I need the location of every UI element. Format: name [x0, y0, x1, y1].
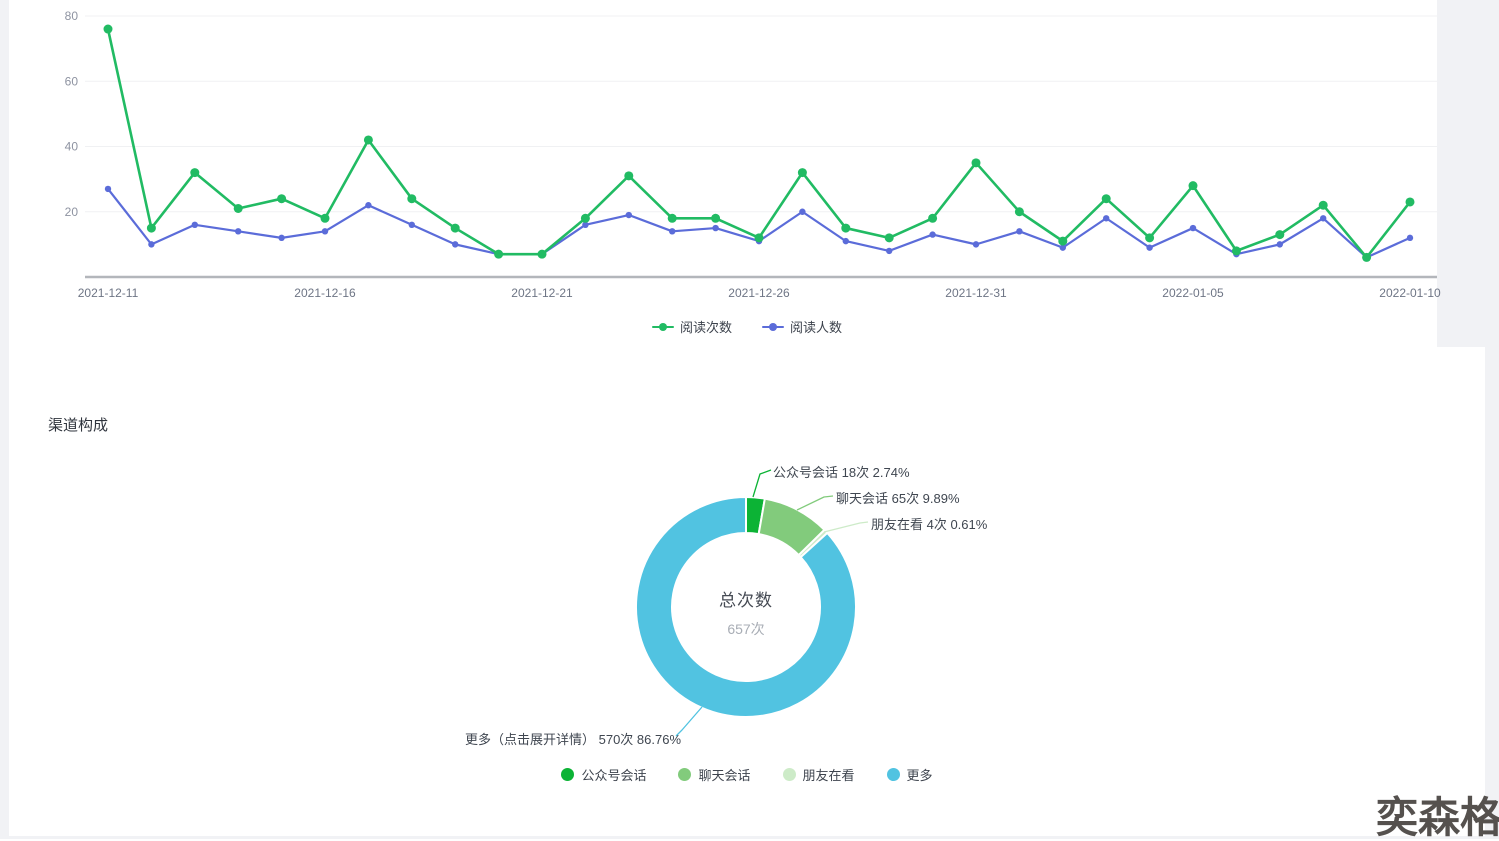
line-chart-legend: 阅读次数 阅读人数	[9, 317, 1485, 336]
donut-callout-official-account: 公众号会话 18次 2.74%	[773, 465, 910, 480]
legend-label: 公众号会话	[581, 768, 647, 783]
chat-dot-icon	[678, 768, 692, 781]
official-account-dot-icon	[561, 768, 575, 781]
svg-text:2021-12-11: 2021-12-11	[78, 286, 139, 300]
legend-item-official-account[interactable]: 公众号会话	[561, 765, 646, 784]
svg-text:2021-12-16: 2021-12-16	[294, 286, 356, 300]
page-background-strip-right-top	[1437, 0, 1499, 347]
legend-item-read-users[interactable]: 阅读人数	[762, 317, 842, 336]
section-title-channel-composition: 渠道构成	[48, 417, 109, 434]
read-trend-line-chart[interactable]: 20 40 60 80 2021-12-11 2021-12-16 2021-12-21 20…	[0, 0, 1499, 310]
svg-text:2021-12-31: 2021-12-31	[945, 286, 1007, 300]
svg-text:2021-12-21: 2021-12-21	[511, 286, 573, 300]
friends-reading-dot-icon	[782, 768, 796, 781]
legend-item-chat[interactable]: 聊天会话	[678, 765, 751, 784]
read-users-series-marker-icon	[762, 322, 784, 331]
donut-callout-more-expand[interactable]: 更多（点击展开详情） 570次 86.76%	[465, 732, 682, 747]
svg-text:80: 80	[65, 9, 79, 23]
read-count-series-marker-icon	[651, 322, 674, 331]
svg-text:40: 40	[65, 140, 79, 154]
page-background-strip-bottom	[0, 836, 1499, 839]
legend-label: 聊天会话	[698, 768, 751, 783]
channel-donut-chart[interactable]	[400, 440, 1100, 760]
svg-text:2022-01-05: 2022-01-05	[1162, 286, 1224, 300]
watermark-logo: 奕森格	[1376, 794, 1499, 841]
donut-callout-chat: 聊天会话 65次 9.89%	[836, 491, 960, 506]
donut-callout-friends-reading: 朋友在看 4次 0.61%	[871, 517, 988, 532]
legend-item-read-count[interactable]: 阅读次数	[651, 317, 732, 336]
svg-text:2021-12-26: 2021-12-26	[728, 286, 790, 300]
svg-text:2022-01-10: 2022-01-10	[1379, 286, 1441, 300]
page-background-strip-right-bottom	[1485, 347, 1499, 839]
legend-label: 更多	[906, 768, 933, 783]
page-background-strip-left	[0, 0, 9, 839]
svg-text:60: 60	[65, 74, 79, 88]
legend-label: 阅读人数	[790, 320, 843, 335]
more-dot-icon	[886, 768, 900, 781]
legend-label: 朋友在看	[802, 768, 855, 783]
legend-item-friends-reading[interactable]: 朋友在看	[782, 765, 855, 784]
svg-text:20: 20	[65, 205, 79, 219]
donut-chart-legend: 公众号会话 聊天会话 朋友在看 更多	[9, 765, 1485, 784]
legend-item-more[interactable]: 更多	[886, 765, 933, 784]
legend-label: 阅读次数	[679, 320, 732, 335]
